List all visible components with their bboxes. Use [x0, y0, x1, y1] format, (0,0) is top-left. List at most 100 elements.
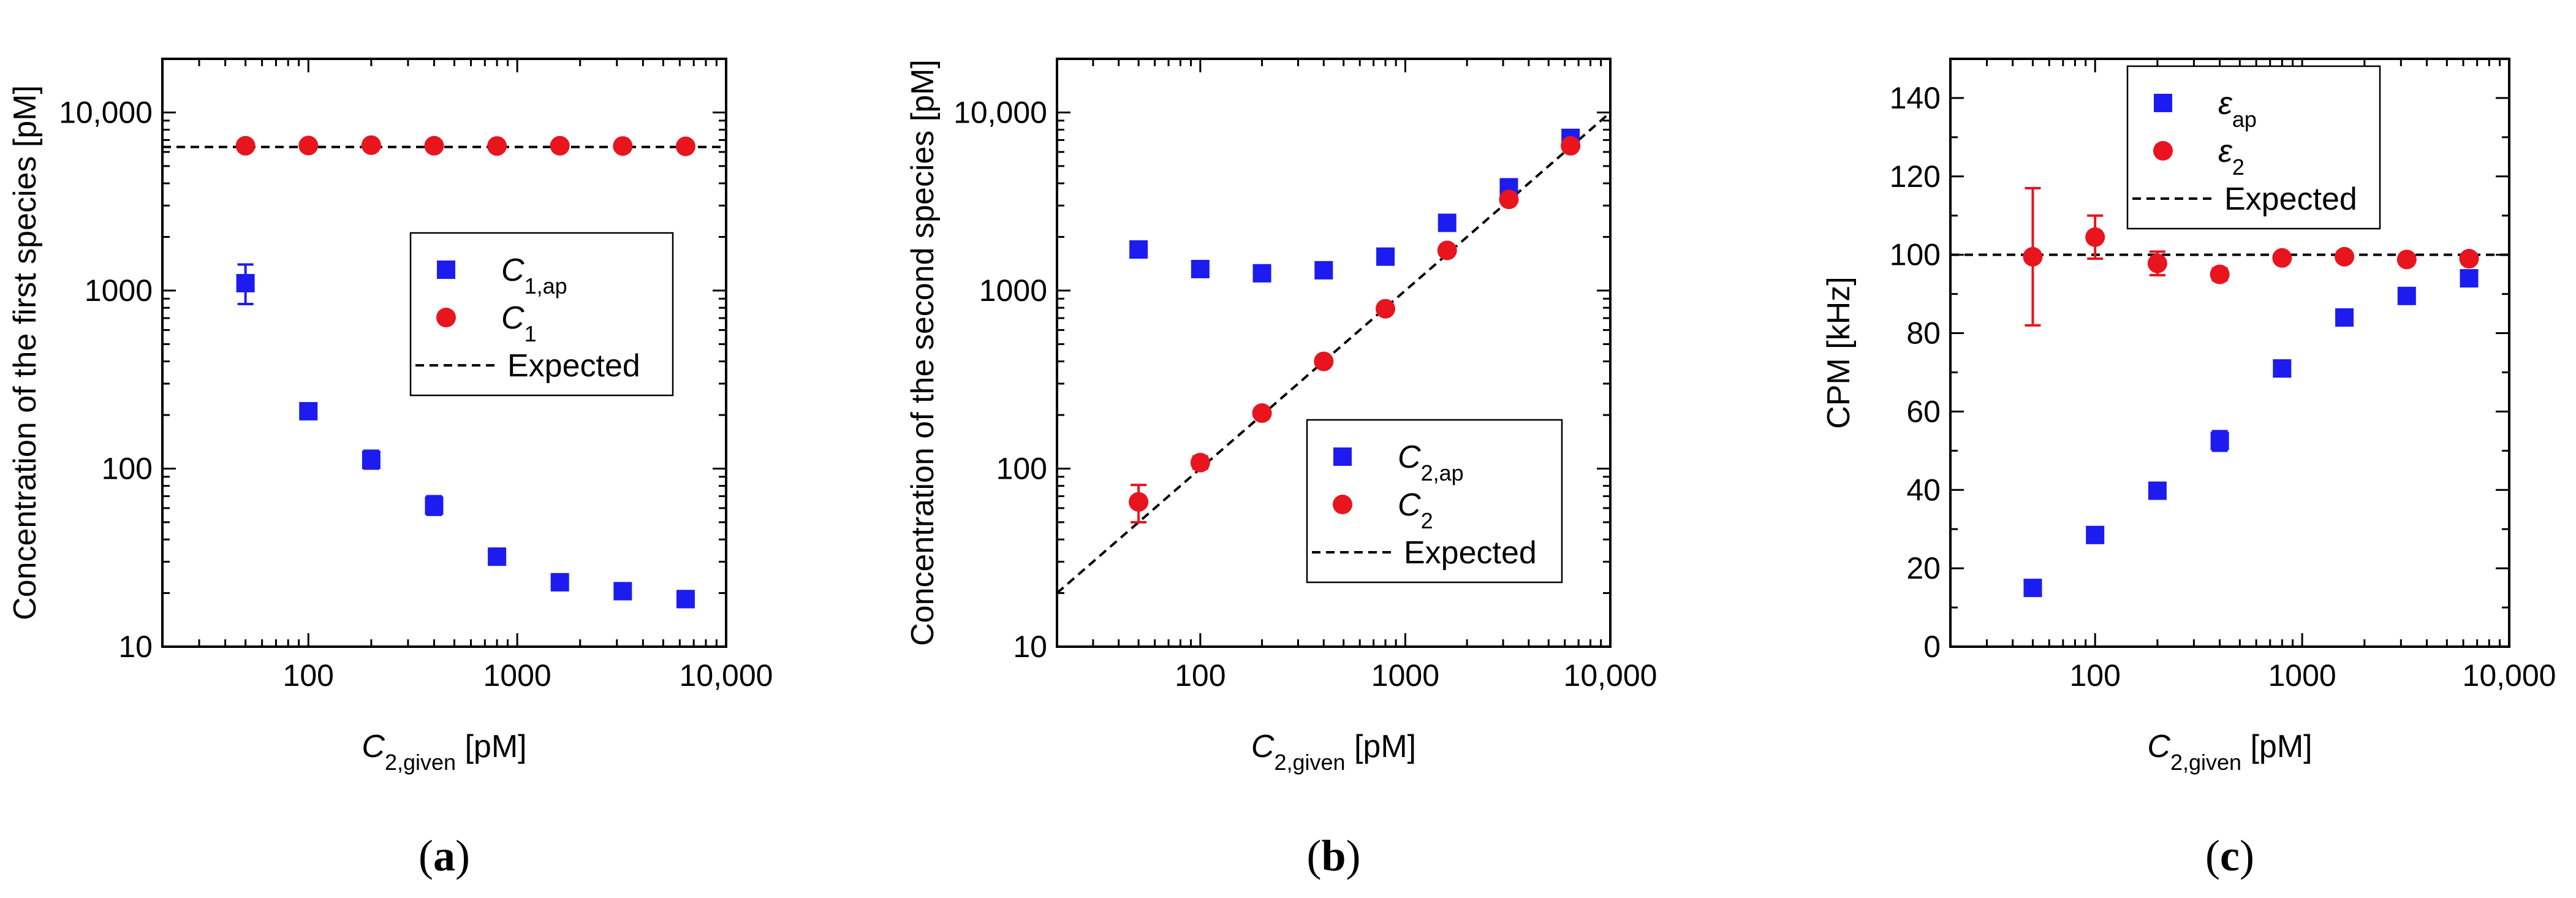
legend-label-main: ε	[2218, 134, 2233, 169]
x-axis-label-sub: 2,given	[385, 750, 456, 775]
x-axis-label-unit: [pM]	[456, 729, 527, 764]
legend-label-sub: ap	[2232, 107, 2257, 132]
data-point-circle	[2210, 264, 2230, 284]
data-point-square	[2273, 359, 2292, 378]
series-C_1	[235, 135, 695, 156]
legend-marker-square	[1333, 447, 1352, 466]
data-point-square	[1129, 240, 1148, 259]
data-point-square	[676, 590, 695, 609]
data-point-square	[425, 496, 444, 515]
legend-label: C1	[501, 300, 537, 346]
data-point-square	[299, 401, 318, 420]
data-point-circle	[2023, 246, 2043, 267]
data-point-square	[613, 582, 632, 601]
y-tick-label: 40	[1906, 473, 1941, 507]
data-point-circle	[298, 135, 319, 156]
chart-panel-c: 100 1000 10,000 0 20 40 60 80 100 120 140 C2,given …	[1821, 58, 2556, 880]
x-tick-label: 100	[1175, 658, 1225, 693]
y-axis-label: Concentration of the second species [pM]	[905, 59, 941, 646]
legend-label-main: C	[1398, 439, 1421, 475]
legend-label-sub: 2	[1421, 508, 1433, 533]
caption-close: )	[455, 831, 470, 880]
x-axis-label-main: C	[2147, 729, 2170, 764]
panel-caption: (c)	[2205, 831, 2254, 880]
data-point-circle	[613, 136, 633, 156]
legend-label-sub: 1	[525, 321, 537, 346]
panel-caption: (b)	[1306, 831, 1360, 880]
legend-label: εap	[2218, 86, 2257, 132]
data-point-circle	[2147, 253, 2167, 273]
y-tick-label: 10	[118, 630, 153, 664]
data-point-square	[1191, 259, 1210, 278]
caption-letter: a	[433, 831, 455, 880]
data-point-square	[2023, 579, 2042, 598]
x-axis-label: C2,given [pM]	[2147, 729, 2312, 775]
data-point-circle	[2085, 227, 2105, 247]
data-point-square	[488, 547, 507, 566]
y-tick-label: 80	[1906, 316, 1941, 351]
data-point-circle	[1252, 403, 1272, 423]
series-C_2,ap	[1129, 128, 1580, 283]
x-axis-label: C2,given [pM]	[362, 729, 526, 775]
series-C_2	[1129, 135, 1581, 523]
data-point-square	[1314, 261, 1333, 280]
legend-label: C2,ap	[1398, 439, 1464, 485]
y-tick-label: 1000	[85, 273, 153, 308]
legend-label: C2	[1398, 487, 1433, 533]
data-point-square	[2460, 269, 2479, 288]
data-point-square	[1376, 247, 1395, 266]
x-axis-label-unit: [pM]	[2241, 729, 2313, 764]
y-axis-label: CPM [kHz]	[1821, 276, 1857, 428]
data-point-circle	[2396, 249, 2417, 270]
caption-close: )	[1346, 831, 1361, 880]
y-tick-label: 140	[1890, 81, 1941, 115]
data-point-square	[236, 273, 255, 292]
legend-label: Expected	[507, 348, 640, 384]
plot-frame	[161, 58, 727, 648]
series-C_1,ap	[236, 263, 695, 609]
data-point-circle	[1190, 452, 1210, 473]
legend-label-main: Expected	[1404, 535, 1537, 571]
x-axis-label: C2,given [pM]	[1251, 729, 1416, 775]
data-point-square	[362, 451, 381, 470]
expected-line	[1057, 111, 1610, 595]
legend-marker-circle	[436, 308, 456, 327]
caption-close: )	[2240, 831, 2254, 880]
x-tick-label: 100	[283, 658, 334, 693]
y-axis-label: Concentration of the first species [pM]	[7, 85, 43, 620]
legend-label-main: Expected	[2224, 181, 2357, 217]
legend-marker-square	[437, 261, 455, 279]
x-axis-label-unit: [pM]	[1346, 729, 1417, 764]
data-point-circle	[2459, 249, 2479, 269]
y-tick-label: 100	[102, 451, 153, 485]
panel-caption: (a)	[419, 831, 470, 880]
caption-open: (	[419, 831, 433, 880]
x-tick-label: 100	[2069, 658, 2120, 693]
y-tick-label: 1000	[979, 273, 1047, 308]
data-point-square	[2335, 308, 2354, 327]
y-tick-label: 20	[1906, 551, 1941, 585]
legend-label-sub: 2,ap	[1421, 460, 1464, 485]
x-tick-label: 1000	[2268, 658, 2336, 693]
legend-label-sub: 2	[2232, 154, 2245, 180]
legend-marker-circle	[1333, 495, 1352, 514]
data-point-circle	[1499, 189, 1519, 210]
caption-letter: b	[1321, 831, 1346, 880]
plot-frame	[1949, 58, 2510, 648]
legend-label-sub: 1,ap	[525, 273, 567, 299]
data-point-circle	[1314, 351, 1334, 371]
x-axis-label-main: C	[362, 729, 385, 764]
legend-label: C1,ap	[501, 253, 567, 299]
data-point-circle	[2335, 246, 2355, 267]
legend-box	[409, 232, 674, 397]
x-axis-label-main: C	[1251, 729, 1275, 764]
y-tick-label: 120	[1890, 159, 1941, 194]
data-point-square	[1438, 213, 1457, 232]
data-point-circle	[487, 136, 507, 156]
data-point-circle	[1561, 135, 1581, 156]
data-point-square	[2086, 525, 2105, 544]
y-tick-label: 60	[1906, 394, 1941, 428]
